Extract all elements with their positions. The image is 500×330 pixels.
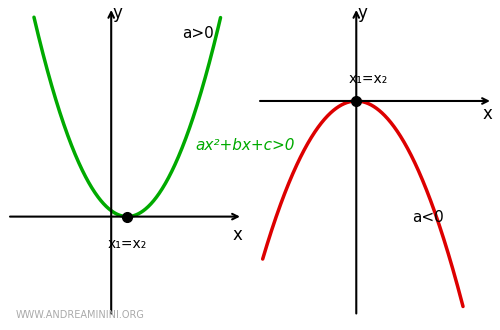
Text: a>0: a>0 <box>182 26 214 41</box>
Text: x: x <box>233 226 242 244</box>
Text: y: y <box>112 4 122 22</box>
Text: WWW.ANDREAMININI.ORG: WWW.ANDREAMININI.ORG <box>16 310 144 320</box>
Text: x₁=x₂: x₁=x₂ <box>108 237 147 251</box>
Text: a<0: a<0 <box>412 210 444 225</box>
Text: y: y <box>358 4 368 22</box>
Text: ax²+bx+c>0: ax²+bx+c>0 <box>195 138 295 153</box>
Text: x₁=x₂: x₁=x₂ <box>348 72 388 86</box>
Text: x: x <box>482 105 492 123</box>
